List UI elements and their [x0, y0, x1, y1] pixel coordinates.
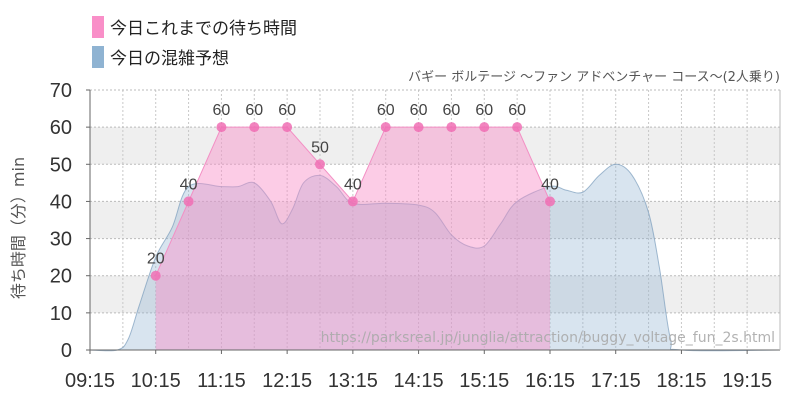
x-tick-label: 11:15 — [197, 370, 246, 392]
y-tick-label: 20 — [50, 266, 72, 288]
data-label: 40 — [180, 176, 198, 193]
actual-area — [155, 127, 550, 351]
data-label: 60 — [377, 102, 395, 119]
grid-band — [90, 201, 780, 239]
x-tick-label: 13:15 — [328, 370, 378, 392]
y-tick-label: 40 — [50, 191, 72, 213]
data-label: 60 — [278, 102, 296, 119]
forecast-series — [89, 163, 781, 352]
y-tick-label: 70 — [50, 80, 72, 102]
x-tick-label: 18:15 — [656, 370, 706, 392]
grid-band — [90, 127, 780, 165]
data-label: 60 — [508, 102, 526, 119]
data-label: 20 — [147, 251, 165, 268]
x-tick-labels: 09:15 10:15 11:15 12:15 13:15 14:15 15:15 16:15… — [65, 350, 772, 392]
y-tick-label: 10 — [50, 303, 72, 325]
legend: 今日これまでの待ち時間 今日の混雑予想 — [92, 16, 297, 69]
data-label: 60 — [410, 102, 428, 119]
axes — [89, 90, 781, 351]
data-label: 60 — [213, 102, 231, 119]
y-tick-label: 30 — [50, 229, 72, 251]
actual-data-point — [282, 122, 293, 133]
x-tick-label: 19:15 — [722, 370, 772, 392]
x-tick-label: 10:15 — [131, 370, 181, 392]
data-label: 60 — [475, 102, 493, 119]
data-label: 60 — [245, 102, 263, 119]
actual-data-point — [216, 122, 227, 133]
attraction-subtitle: バギー ボルテージ 〜ファン アドベンチャー コース〜(2人乗り) — [408, 70, 780, 85]
actual-data-point — [512, 122, 523, 133]
actual-data-point — [413, 122, 424, 133]
y-axis-label: 待ち時間（分）min — [9, 157, 28, 299]
actual-data-point — [347, 196, 358, 207]
actual-data-point — [150, 270, 161, 281]
x-tick-label: 16:15 — [525, 370, 575, 392]
legend-swatch-actual — [92, 16, 104, 38]
data-label: 40 — [541, 176, 559, 193]
y-tick-label: 60 — [50, 117, 72, 139]
y-tick-label: 0 — [61, 340, 72, 362]
source-url-watermark: https://parksreal.jp/junglia/attraction/… — [321, 330, 775, 346]
forecast-area — [90, 164, 780, 351]
y-tick-labels: 0 10 20 30 40 50 60 70 — [50, 80, 90, 362]
actual-data-point — [479, 122, 490, 133]
legend-label-actual: 今日これまでの待ち時間 — [110, 19, 297, 39]
legend-label-forecast: 今日の混雑予想 — [110, 49, 229, 69]
actual-data-point — [380, 122, 391, 133]
x-tick-label: 17:15 — [591, 370, 641, 392]
data-label: 50 — [311, 139, 329, 156]
actual-series — [150, 122, 555, 351]
data-labels: 20 40 60 60 60 50 40 60 60 60 60 60 40 — [147, 102, 559, 268]
y-tick-label: 50 — [50, 154, 72, 176]
data-label: 40 — [344, 176, 362, 193]
actual-data-point — [249, 122, 260, 133]
grid-bands — [90, 127, 780, 313]
x-tick-label: 15:15 — [459, 370, 509, 392]
data-label: 60 — [443, 102, 461, 119]
actual-data-point — [446, 122, 457, 133]
actual-data-point — [183, 196, 194, 207]
actual-data-point — [315, 159, 325, 170]
x-tick-label: 12:15 — [262, 370, 312, 392]
forecast-line — [89, 163, 781, 352]
x-tick-label: 09:15 — [65, 370, 115, 392]
x-tick-label: 14:15 — [394, 370, 444, 392]
vertical-gridlines — [89, 90, 781, 350]
actual-data-point — [545, 196, 555, 207]
legend-swatch-forecast — [92, 46, 104, 68]
